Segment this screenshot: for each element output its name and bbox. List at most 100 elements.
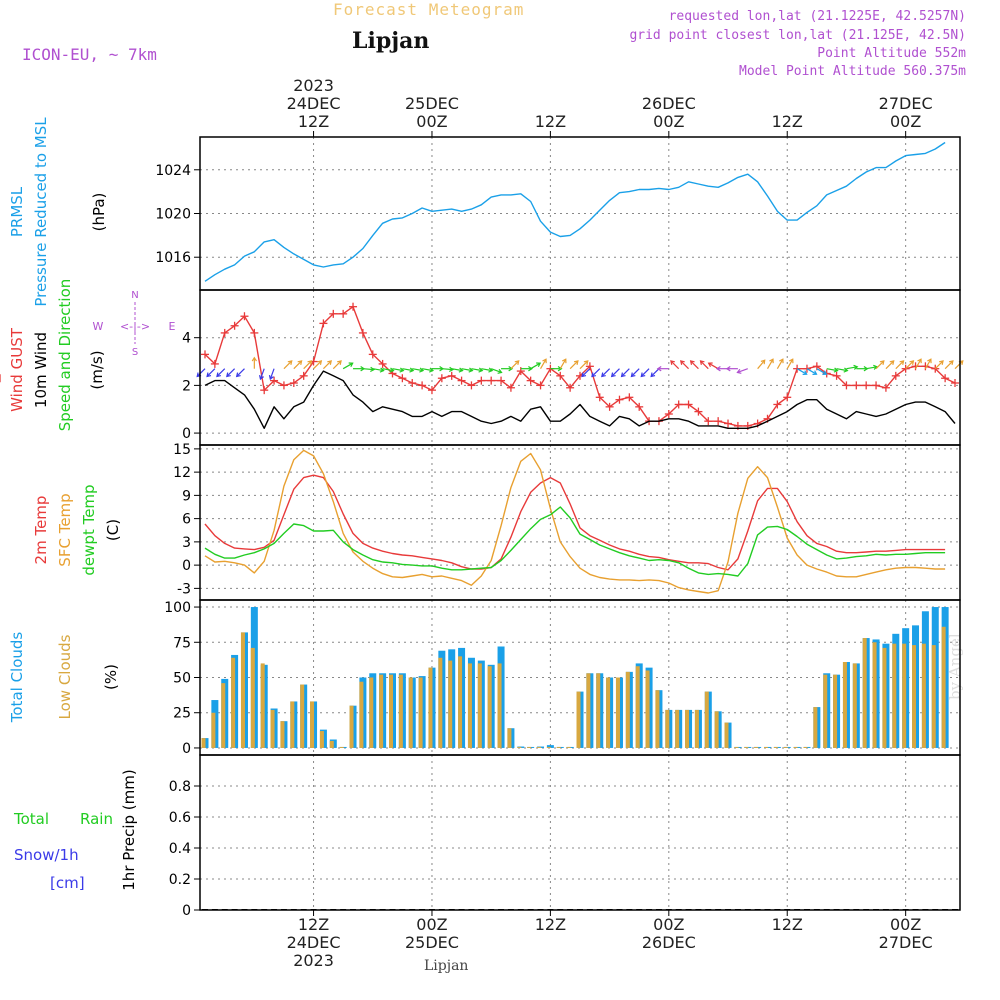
- low-cloud-bar: [250, 647, 255, 748]
- wind-direction-arrow: [372, 368, 384, 372]
- low-cloud-bar: [546, 746, 551, 748]
- low-cloud-bar: [428, 667, 433, 748]
- wind-label: 10m Wind: [32, 332, 50, 408]
- panel-frame: [199, 754, 961, 911]
- y-tick-label: 100: [164, 600, 191, 616]
- low-cloud-bar: [783, 746, 788, 748]
- wind-arrow-head: [679, 360, 685, 365]
- temp2m-label: 2m Temp: [32, 496, 50, 565]
- total-clouds-label: Total Clouds: [8, 632, 26, 724]
- wind-direction-arrow: [924, 358, 932, 369]
- wind-direction-arrow: [569, 360, 579, 370]
- axis-labels: 101610201024024-303691215025507510000.20…: [8, 76, 933, 970]
- wind-arrow-head: [317, 360, 323, 365]
- wind-arrow-head: [802, 370, 808, 375]
- y-tick-label: 6: [182, 512, 191, 528]
- temp-unit: (C): [104, 519, 122, 541]
- time-label: 00Z: [416, 112, 447, 131]
- wind-direction-arrow: [196, 368, 206, 377]
- low-cloud-bar: [211, 712, 216, 748]
- wind-direction-arrow: [206, 368, 216, 377]
- low-cloud-bar: [507, 728, 512, 748]
- time-label: 25DEC: [405, 94, 459, 113]
- wind-direction-arrow: [816, 368, 827, 375]
- time-label: 12Z: [535, 112, 566, 131]
- wind-arrow-head: [268, 374, 274, 381]
- rain-label: Rain: [80, 810, 113, 828]
- snow-unit: [cm]: [50, 874, 85, 892]
- wind-arrow-head: [853, 364, 859, 370]
- wind-direction-arrow: [392, 368, 404, 372]
- low-cloud-bar: [813, 707, 818, 748]
- low-cloud-bar: [793, 746, 798, 748]
- y-tick-label: 0.2: [169, 872, 191, 888]
- low-cloud-bar: [912, 645, 917, 748]
- low-cloud-bar: [685, 709, 690, 748]
- time-label: 12Z: [772, 915, 803, 934]
- y-tick-label: 0.6: [169, 810, 191, 826]
- low-cloud-bar: [339, 746, 344, 748]
- y-tick-label: 12: [173, 465, 191, 481]
- low-clouds-label: Low Clouds: [56, 634, 74, 719]
- dewpt-label: dewpt Temp: [80, 484, 98, 575]
- time-label: 26DEC: [642, 94, 696, 113]
- time-label: 2023: [293, 76, 334, 95]
- low-cloud-bar: [872, 642, 877, 748]
- time-label: 24DEC: [287, 933, 341, 952]
- y-tick-label: 9: [182, 488, 191, 504]
- low-cloud-bar: [280, 721, 285, 748]
- y-tick-label: 0: [182, 741, 191, 757]
- wind-direction-arrow: [690, 360, 699, 370]
- wind-arrow-head: [307, 360, 313, 365]
- low-cloud-bar: [931, 645, 936, 748]
- wind-direction-arrow: [293, 360, 303, 370]
- y-tick-label: 75: [173, 635, 191, 651]
- low-cloud-bar: [497, 663, 502, 748]
- low-cloud-bar: [221, 683, 226, 748]
- low-cloud-bar: [655, 690, 660, 748]
- snow-label: Snow/1h: [14, 846, 79, 864]
- wind-arrow-head: [542, 358, 547, 364]
- time-label: 12Z: [298, 915, 329, 934]
- low-cloud-bar: [882, 647, 887, 748]
- low-cloud-bar: [527, 746, 532, 748]
- wind-arrow-head: [259, 374, 264, 381]
- low-cloud-bar: [833, 674, 838, 748]
- wind-direction-arrow: [786, 358, 794, 369]
- wind-arrow-head: [725, 366, 731, 372]
- wind-arrow-head: [327, 360, 332, 365]
- wind-arrow-head: [707, 362, 713, 368]
- model-altitude: Model Point Altitude 560.375m: [739, 64, 966, 79]
- low-cloud-bar: [694, 709, 699, 748]
- wind-arrow-head: [206, 372, 212, 378]
- wind-arrow-head: [670, 360, 675, 365]
- low-cloud-bar: [369, 677, 374, 748]
- wind-arrow-head: [610, 372, 616, 378]
- time-label: 27DEC: [879, 94, 933, 113]
- wind-arrow-head: [779, 358, 784, 364]
- wind-arrow-head: [769, 358, 774, 364]
- wind-arrow-head: [399, 367, 405, 373]
- temp2m-line: [204, 474, 946, 571]
- wind-direction-arrow: [796, 368, 807, 375]
- low-cloud-bar: [566, 746, 571, 748]
- wind-direction-arrow: [540, 358, 547, 369]
- wind-direction-arrow: [866, 366, 878, 370]
- wind-arrow-head: [788, 358, 794, 364]
- wind-direction-arrow: [934, 360, 944, 370]
- gust-label: Wind GUST: [8, 327, 26, 412]
- low-cloud-bar: [921, 643, 926, 748]
- low-cloud-bar: [408, 677, 413, 748]
- low-cloud-bar: [448, 660, 453, 748]
- wind-arrow-head: [760, 359, 766, 365]
- chart-title: Forecast Meteogram: [333, 0, 525, 19]
- wind-arrow-head: [409, 367, 415, 373]
- y-tick-label: 0: [182, 558, 191, 574]
- grid-point-coords: grid point closest lon,lat (21.125E, 42.…: [629, 28, 966, 43]
- wind-direction-arrow: [954, 360, 964, 370]
- sfc-temp-label: SFC Temp: [56, 493, 74, 566]
- gust-line: [204, 306, 956, 427]
- wind-direction-arrow: [875, 360, 885, 370]
- compass-arrow: <-|->: [120, 320, 150, 333]
